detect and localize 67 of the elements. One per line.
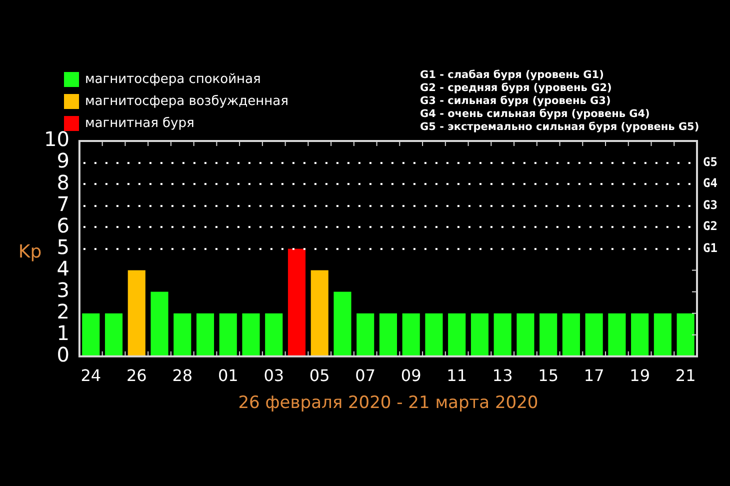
ref-line-label: G4 — [703, 176, 718, 190]
bar — [196, 313, 214, 356]
x-tick-label: 17 — [584, 366, 604, 386]
bar — [219, 313, 237, 356]
bar — [242, 313, 260, 356]
y-tick-label: 8 — [56, 170, 70, 194]
y-tick-label: 10 — [44, 127, 70, 152]
y-tick-label: 6 — [56, 213, 70, 238]
legend-label: магнитосфера возбужденная — [85, 94, 288, 108]
y-tick-label: 5 — [56, 234, 70, 259]
bar — [150, 292, 168, 356]
bar — [288, 248, 306, 356]
legend-label: магнитная буря — [85, 116, 194, 130]
x-tick-label: 07 — [355, 366, 376, 386]
text: G3 - сильная буря (уровень G3) — [420, 95, 612, 108]
bar — [585, 313, 603, 356]
ref-line-label: G1 — [703, 241, 718, 256]
bar — [631, 313, 649, 356]
x-tick-label: 26 — [126, 366, 147, 386]
x-tick-label: 13 — [492, 366, 513, 386]
y-tick-label: 7 — [56, 192, 70, 216]
y-tick-label: 9 — [56, 148, 70, 173]
y-axis-title: Kp — [18, 242, 42, 263]
bar — [128, 270, 146, 356]
x-tick-label: 28 — [172, 366, 193, 386]
bar — [334, 292, 352, 356]
bar — [676, 313, 694, 356]
x-tick-label: 01 — [218, 366, 238, 386]
x-tick-label: 24 — [80, 366, 102, 386]
x-tick-label: 11 — [446, 366, 468, 386]
x-tick-label: 03 — [264, 366, 284, 386]
bar — [608, 313, 626, 356]
bar — [654, 313, 672, 356]
bar — [516, 313, 534, 356]
ref-line-label: G2 — [703, 219, 718, 234]
bar — [448, 313, 466, 356]
bar — [540, 313, 558, 356]
y-tick-label: 0 — [56, 342, 70, 367]
bar — [425, 313, 443, 356]
text: G5 - экстремально сильная буря (уровень G5) — [420, 121, 700, 134]
ref-line-label: G5 — [703, 155, 718, 170]
bar — [174, 313, 192, 356]
y-tick-label: 3 — [56, 278, 70, 302]
bar — [402, 313, 420, 356]
bar — [562, 313, 580, 356]
bar — [470, 313, 488, 356]
y-tick-label: 1 — [56, 321, 70, 346]
text: G1 - слабая буря (уровень G1) — [420, 69, 605, 82]
bar — [494, 313, 512, 356]
x-axis-title: 26 февраля 2020 - 21 марта 2020 — [238, 393, 538, 414]
ref-line-label: G3 — [703, 198, 718, 212]
bar — [265, 313, 283, 356]
bar — [310, 270, 328, 356]
y-tick-label: 4 — [56, 256, 70, 280]
x-tick-label: 05 — [309, 366, 330, 386]
y-tick-label: 2 — [56, 300, 70, 324]
bar — [82, 313, 100, 356]
bar — [104, 313, 123, 356]
legend-label: магнитосфера спокойная — [85, 72, 261, 86]
x-tick-label: 09 — [400, 366, 422, 386]
x-tick-label: 15 — [538, 366, 559, 386]
x-tick-label: 21 — [675, 366, 696, 386]
x-tick-label: 19 — [630, 366, 650, 386]
bar — [379, 313, 398, 356]
text: G4 - очень сильная буря (уровень G4) — [420, 108, 651, 121]
text: G2 - средняя буря (уровень G2) — [420, 82, 613, 95]
bar — [356, 313, 374, 356]
